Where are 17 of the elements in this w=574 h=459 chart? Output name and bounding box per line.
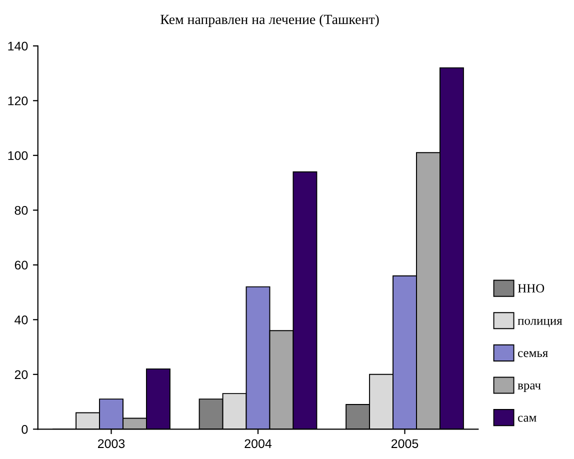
y-tick-label: 80: [14, 206, 28, 215]
y-tick-label: 20: [14, 370, 28, 380]
x-tick-label: 2005: [391, 439, 418, 448]
y-tick-label: 140: [8, 42, 28, 51]
legend-label: семья: [518, 351, 548, 358]
legend-label: сам: [518, 416, 536, 422]
y-tick-label: 120: [8, 96, 28, 106]
x-tick-label: 2004: [244, 439, 272, 448]
y-tick-label: 0: [22, 424, 28, 434]
x-tick-label: 2003: [98, 439, 125, 448]
legend-label: ННО: [518, 284, 544, 293]
y-tick-label: 60: [14, 260, 28, 270]
legend-label: врач: [518, 383, 541, 392]
y-tick-label: 40: [14, 315, 28, 324]
y-tick-label: 100: [8, 151, 28, 160]
legend-label: полиция: [518, 318, 562, 328]
chart-title: Кем направлен на лечение (Ташкент): [160, 14, 379, 27]
